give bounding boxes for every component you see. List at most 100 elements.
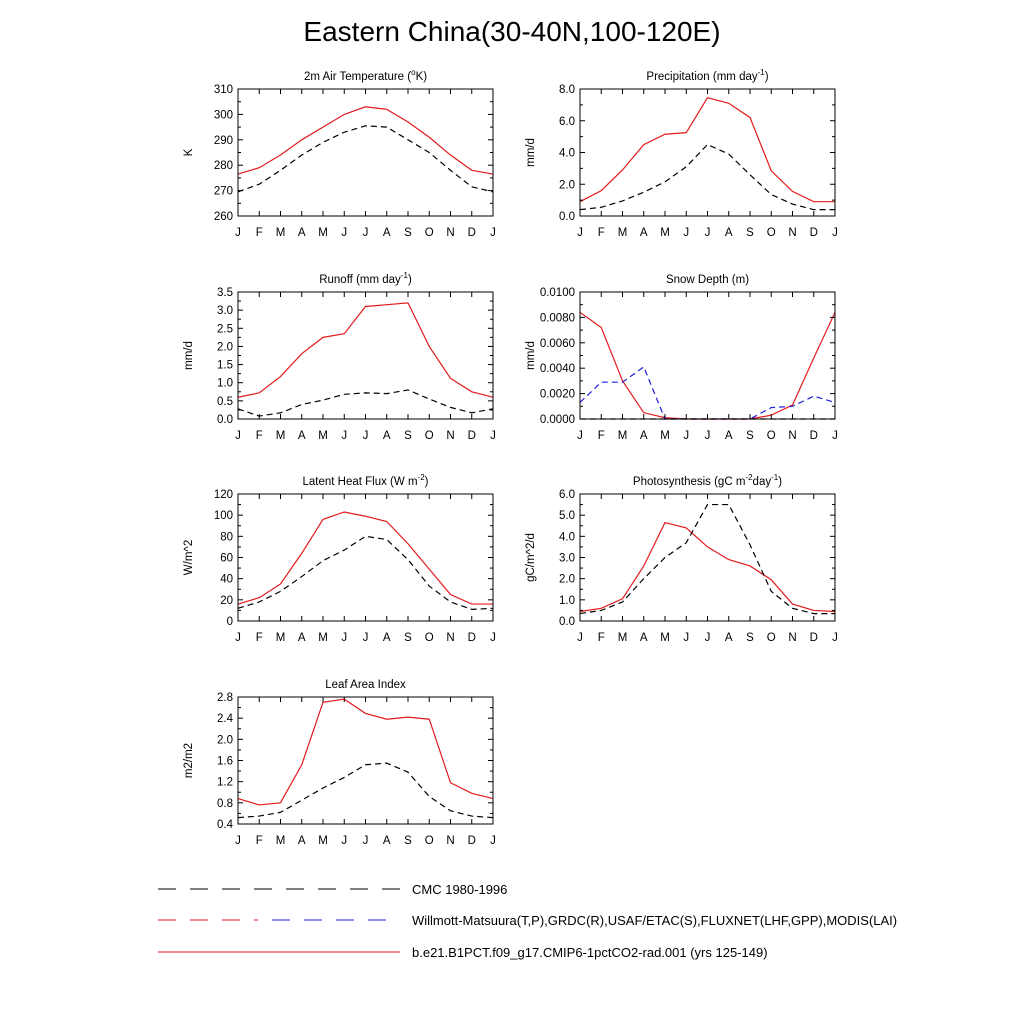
y-tick-label: 270: [214, 186, 233, 198]
x-tick-label: J: [363, 227, 369, 239]
y-tick-label: 0: [227, 616, 233, 628]
x-tick-label: M: [618, 632, 628, 644]
x-tick-label: J: [577, 430, 583, 442]
x-tick-label: J: [577, 632, 583, 644]
x-tick-label: M: [318, 227, 328, 239]
x-tick-label: A: [383, 632, 391, 644]
y-tick-label: 6.0: [559, 116, 575, 128]
legend-label: b.e21.B1PCT.f09_g17.CMIP6-1pctCO2-rad.00…: [412, 945, 768, 960]
series-line-dashed-blue: [579, 365, 836, 420]
x-tick-label: J: [832, 227, 838, 239]
y-tick-label: 2.0: [217, 341, 233, 353]
y-tick-label: 1.2: [217, 777, 233, 789]
x-tick-label: A: [640, 227, 648, 239]
y-tick-label: 5.0: [559, 510, 575, 522]
x-tick-label: O: [425, 227, 434, 239]
x-tick-label: O: [425, 835, 434, 847]
chart-panel-1: Precipitation (mm day-1) 0.0 2.0 4.0 6.0 8.0 J…: [525, 68, 838, 239]
x-tick-label: J: [683, 430, 689, 442]
x-tick-label: J: [235, 430, 241, 442]
x-tick-label: M: [318, 835, 328, 847]
y-tick-label: 3.0: [559, 553, 575, 565]
x-tick-label: F: [256, 835, 263, 847]
x-tick-label: A: [725, 430, 733, 442]
x-tick-label: M: [660, 632, 670, 644]
chart-title-tail: ): [778, 476, 782, 488]
y-tick-label: 3.5: [217, 287, 233, 299]
chart-title: 2m Air Temperature (oK): [304, 68, 427, 83]
y-tick-label: 310: [214, 84, 233, 96]
y-axis-label: W/m^2: [183, 540, 195, 575]
chart-title-tail: ): [425, 476, 429, 488]
y-tick-label: 20: [220, 595, 233, 607]
y-tick-label: 300: [214, 109, 233, 121]
series-line-solid-red: [237, 106, 494, 175]
y-axis-label: K: [183, 148, 195, 156]
y-tick-label: 100: [214, 510, 233, 522]
x-tick-label: J: [490, 430, 496, 442]
chart-title-sup: -2: [418, 473, 426, 482]
x-tick-label: O: [767, 632, 776, 644]
y-tick-label: 0.0080: [540, 312, 575, 324]
chart-title-sup: o: [411, 68, 416, 77]
x-tick-label: J: [490, 835, 496, 847]
x-tick-label: A: [725, 227, 733, 239]
chart-title: Photosynthesis (gC m-2day-1): [633, 473, 782, 488]
x-tick-label: J: [683, 632, 689, 644]
x-tick-label: S: [404, 632, 412, 644]
x-tick-label: M: [618, 227, 628, 239]
plot-frame: [579, 291, 836, 420]
x-tick-label: F: [598, 430, 605, 442]
x-tick-label: J: [705, 632, 711, 644]
x-tick-label: J: [490, 227, 496, 239]
series-line-dashed-black: [237, 125, 494, 193]
x-tick-label: J: [363, 835, 369, 847]
x-tick-label: F: [256, 430, 263, 442]
x-tick-label: D: [468, 632, 476, 644]
y-tick-label: 0.8: [217, 798, 233, 810]
x-tick-label: S: [746, 227, 754, 239]
x-tick-label: J: [235, 227, 241, 239]
x-tick-label: J: [705, 430, 711, 442]
y-tick-label: 0.0: [217, 414, 233, 426]
y-tick-label: 8.0: [559, 84, 575, 96]
chart-panel-4: Latent Heat Flux (W m-2) 0 20 40 60 80 100 120 J…: [183, 473, 496, 644]
x-tick-label: M: [276, 835, 286, 847]
y-tick-label: 6.0: [559, 489, 575, 501]
y-tick-label: 260: [214, 211, 233, 223]
y-tick-label: 2.0: [217, 734, 233, 746]
series-line-dashed-black: [237, 389, 494, 417]
x-tick-label: O: [425, 430, 434, 442]
chart-title: Precipitation (mm day-1): [646, 68, 768, 83]
x-tick-label: J: [363, 632, 369, 644]
plot-frame: [237, 696, 494, 825]
series-line-solid-red: [579, 97, 835, 203]
x-tick-label: A: [298, 835, 306, 847]
x-tick-label: D: [810, 632, 818, 644]
chart-title-tail: day: [753, 476, 772, 488]
series-line-solid-red: [579, 521, 836, 613]
legend-item: b.e21.B1PCT.f09_g17.CMIP6-1pctCO2-rad.00…: [158, 945, 768, 960]
chart-title-text: Latent Heat Flux (W m: [302, 476, 417, 488]
x-tick-label: S: [404, 430, 412, 442]
legend-item: Willmott-Matsuura(T,P),GRDC(R),USAF/ETAC…: [158, 913, 897, 928]
plot-frame: [237, 88, 494, 217]
page-title: Eastern China(30-40N,100-120E): [303, 16, 721, 47]
chart-title-sup: -1: [401, 271, 409, 280]
x-tick-label: J: [235, 835, 241, 847]
legend: CMC 1980-1996 Willmott-Matsuura(T,P),GRDC…: [158, 882, 897, 960]
x-tick-label: M: [660, 227, 670, 239]
chart-title: Snow Depth (m): [666, 274, 749, 286]
series-line-dashed-black: [237, 762, 494, 819]
chart-title-tail: ): [765, 71, 769, 83]
legend-item: CMC 1980-1996: [158, 882, 507, 897]
x-tick-label: M: [276, 227, 286, 239]
y-tick-label: 120: [214, 489, 233, 501]
plot-frame: [579, 493, 836, 622]
x-tick-label: J: [341, 227, 347, 239]
series-line-dashed-black: [579, 143, 835, 211]
x-tick-label: A: [640, 430, 648, 442]
x-tick-label: S: [404, 227, 412, 239]
y-tick-label: 290: [214, 135, 233, 147]
